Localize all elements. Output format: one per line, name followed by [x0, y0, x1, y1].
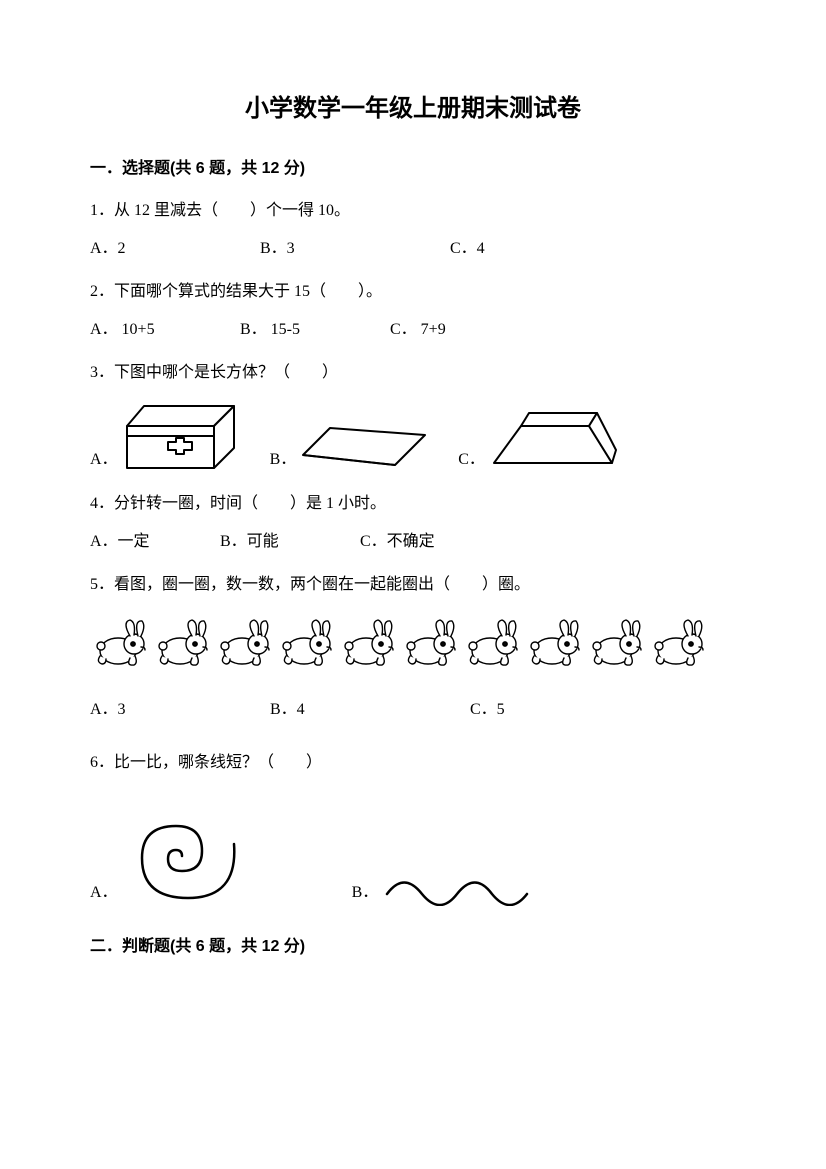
q1-text: 1．从 12 里减去（ ）个一得 10。: [90, 198, 736, 224]
q3-c-label: C．: [458, 447, 485, 473]
q1-option-c: C．4: [450, 236, 485, 262]
q4-options: A．一定 B．可能 C．不确定: [90, 529, 736, 555]
q5-option-a: A．3: [90, 697, 270, 723]
q4-option-b: B．可能: [220, 529, 360, 555]
q1-option-a: A．2: [90, 236, 260, 262]
section-2-header: 二．判断题(共 6 题，共 12 分): [90, 934, 736, 960]
question-1: 1．从 12 里减去（ ）个一得 10。 A．2 B．3 C．4: [90, 198, 736, 261]
q3-option-c: C．: [458, 398, 619, 473]
q2-options: A． 10+5 B． 15-5 C． 7+9: [90, 317, 736, 343]
q3-b-label: B．: [270, 447, 297, 473]
q3-text: 3．下图中哪个是长方体？（ ）: [90, 360, 736, 386]
question-6: 6．比一比，哪条线短？（ ） A． B．: [90, 750, 736, 906]
parallelogram-icon: [300, 423, 430, 473]
question-5: 5．看图，圈一圈，数一数，两个圈在一起能圈出（ ）圈。: [90, 572, 736, 722]
q6-a-label: A．: [90, 880, 118, 906]
q1-option-b: B．3: [260, 236, 450, 262]
q4-option-c: C．不确定: [360, 529, 435, 555]
q6-options: A． B．: [90, 796, 736, 906]
spiral-icon: [122, 796, 242, 906]
q3-option-b: B．: [270, 398, 431, 473]
q3-options: A． B．: [90, 398, 736, 473]
q2-option-b: B． 15-5: [240, 317, 390, 343]
q6-text: 6．比一比，哪条线短？（ ）: [90, 750, 736, 776]
q1-options: A．2 B．3 C．4: [90, 236, 736, 262]
q3-option-a: A．: [90, 398, 242, 473]
question-3: 3．下图中哪个是长方体？（ ） A． B．: [90, 360, 736, 473]
rabbits-icon: [90, 616, 710, 671]
q4-text: 4．分针转一圈，时间（ ）是 1 小时。: [90, 491, 736, 517]
q2-option-c: C． 7+9: [390, 317, 446, 343]
exam-title: 小学数学一年级上册期末测试卷: [90, 90, 736, 128]
q5-options: A．3 B．4 C．5: [90, 697, 736, 723]
q3-a-label: A．: [90, 447, 118, 473]
section-1-header: 一．选择题(共 6 题，共 12 分): [90, 156, 736, 182]
trapezoid-prism-icon: [489, 408, 619, 473]
wavy-line-icon: [382, 866, 532, 906]
q6-option-b: B．: [352, 796, 533, 906]
q4-option-a: A．一定: [90, 529, 220, 555]
q5-option-b: B．4: [270, 697, 470, 723]
q6-option-a: A．: [90, 796, 242, 906]
q2-text: 2．下面哪个算式的结果大于 15（ ）。: [90, 279, 736, 305]
question-2: 2．下面哪个算式的结果大于 15（ ）。 A． 10+5 B． 15-5 C． …: [90, 279, 736, 342]
q2-option-a: A． 10+5: [90, 317, 240, 343]
q5-option-c: C．5: [470, 697, 505, 723]
q5-text: 5．看图，圈一圈，数一数，两个圈在一起能圈出（ ）圈。: [90, 572, 736, 598]
q5-rabbits-row: [90, 616, 736, 671]
box-cuboid-icon: [122, 398, 242, 473]
question-4: 4．分针转一圈，时间（ ）是 1 小时。 A．一定 B．可能 C．不确定: [90, 491, 736, 554]
q6-b-label: B．: [352, 880, 379, 906]
